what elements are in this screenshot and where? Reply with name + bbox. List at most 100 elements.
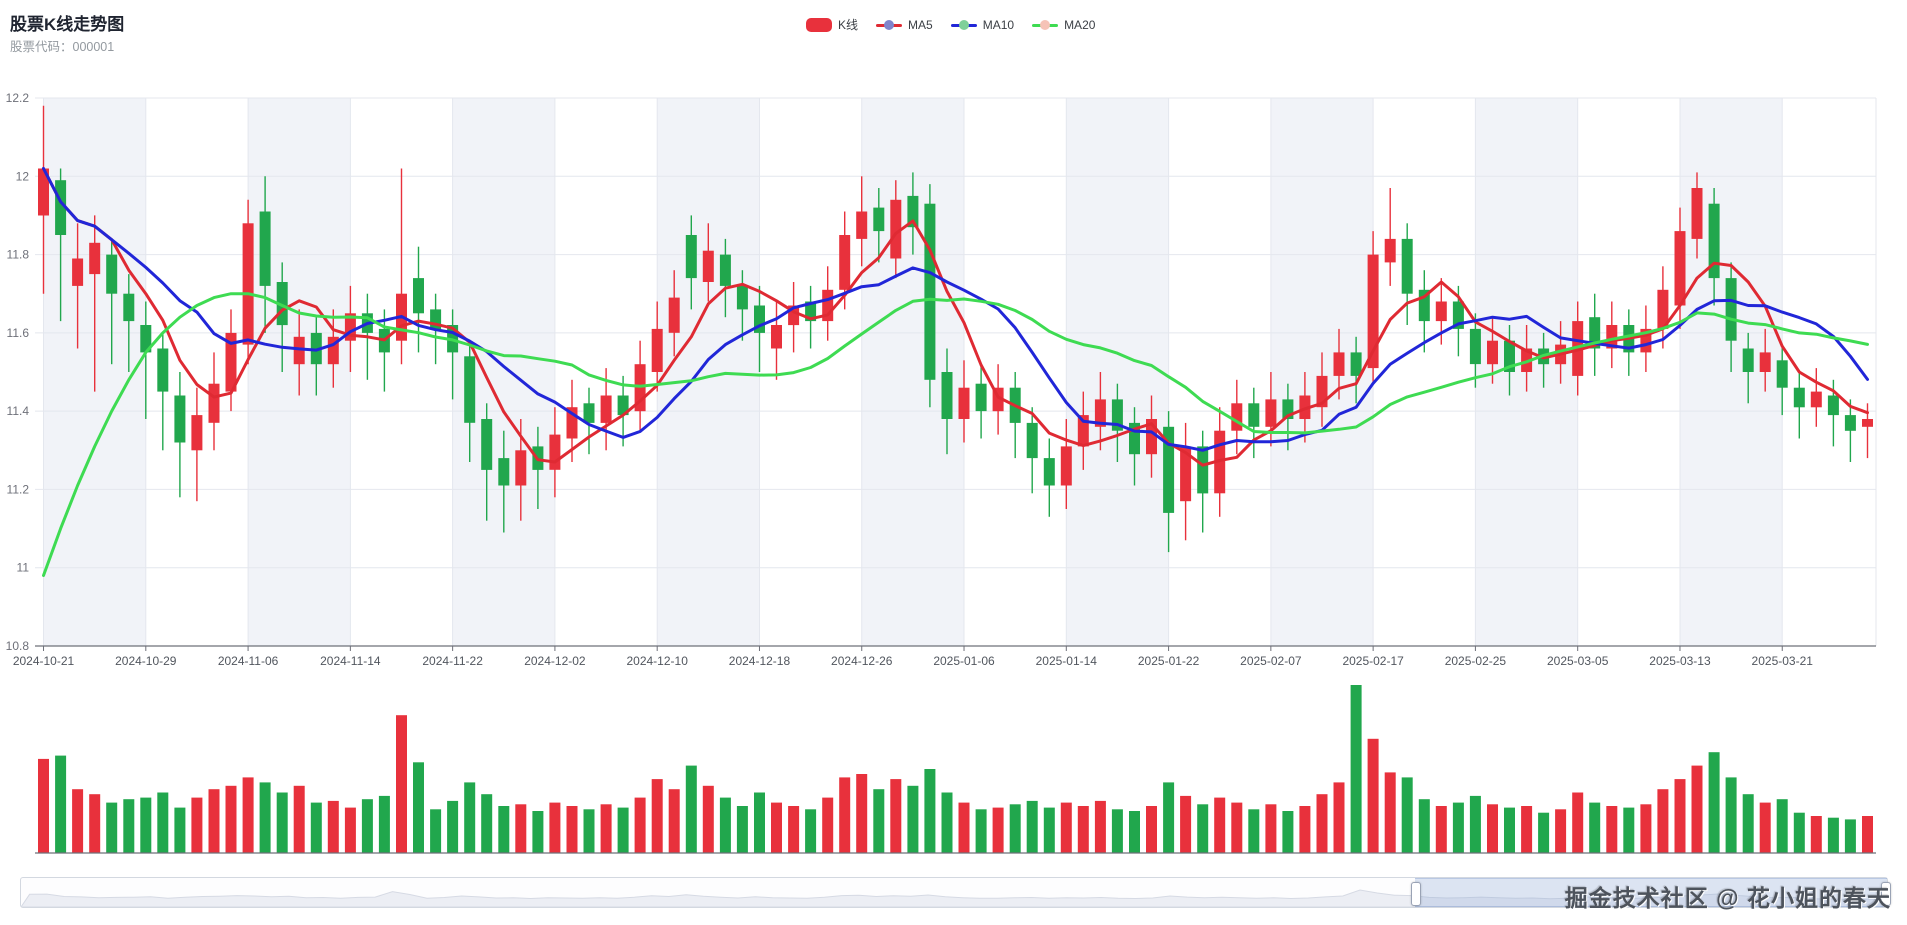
volume-bar bbox=[788, 806, 800, 853]
volume-bar bbox=[481, 794, 493, 853]
volume-bar bbox=[1146, 806, 1157, 853]
candle-body bbox=[702, 250, 714, 282]
candle-body bbox=[1469, 328, 1481, 365]
candle-body bbox=[38, 168, 49, 216]
volume-bar bbox=[992, 807, 1004, 853]
volume-bar bbox=[907, 785, 919, 853]
volume-bar bbox=[1538, 812, 1550, 853]
candle-body bbox=[1111, 399, 1123, 431]
candle-body bbox=[549, 434, 561, 470]
volume-series bbox=[35, 685, 1876, 854]
x-axis-label: 2024-10-21 bbox=[13, 654, 75, 668]
volume-bar bbox=[839, 777, 851, 853]
volume-bar bbox=[498, 806, 510, 853]
legend-item-ma5[interactable]: MA5 bbox=[876, 18, 933, 32]
volume-bar bbox=[600, 804, 612, 853]
x-axis-label: 2024-12-18 bbox=[729, 654, 791, 668]
y-axis-label: 11.6 bbox=[7, 326, 30, 340]
candle-body bbox=[191, 415, 203, 451]
candle-body bbox=[225, 332, 237, 392]
candle-body bbox=[1418, 289, 1430, 322]
x-axis-label: 2024-12-02 bbox=[524, 654, 586, 668]
candle-body bbox=[1862, 419, 1873, 427]
candle-body bbox=[924, 203, 936, 380]
volume-bar bbox=[1759, 802, 1771, 853]
datazoom-selected-range[interactable] bbox=[1410, 878, 1891, 907]
volume-bar bbox=[1827, 817, 1839, 853]
volume-bar bbox=[1248, 809, 1260, 853]
x-axis-label: 2025-03-21 bbox=[1752, 654, 1814, 668]
volume-bar bbox=[1214, 797, 1226, 853]
volume-bar bbox=[822, 797, 834, 853]
legend-item-k线[interactable]: K线 bbox=[806, 16, 858, 33]
datazoom-left-handle-icon[interactable] bbox=[1410, 881, 1421, 906]
y-axis-label: 11.4 bbox=[7, 404, 30, 418]
candle-body bbox=[1776, 360, 1788, 388]
candle-body bbox=[1043, 458, 1055, 486]
x-axis-label: 2024-12-10 bbox=[626, 654, 688, 668]
volume-bar bbox=[1350, 685, 1362, 853]
candle-body bbox=[1265, 399, 1277, 427]
candle-body bbox=[1282, 399, 1294, 419]
candle-body bbox=[1572, 321, 1584, 376]
y-axis-label: 11.2 bbox=[7, 482, 30, 496]
candle-body bbox=[822, 289, 834, 322]
volume-bar bbox=[1367, 738, 1379, 853]
candle-body bbox=[1452, 301, 1464, 329]
candle-body bbox=[515, 450, 527, 486]
x-axis-label: 2024-11-06 bbox=[218, 654, 279, 668]
volume-bar bbox=[532, 811, 544, 853]
candle-body bbox=[583, 403, 595, 423]
candle-body bbox=[992, 387, 1004, 412]
datazoom-right-handle-icon[interactable] bbox=[1881, 881, 1891, 906]
candle-body bbox=[566, 407, 578, 439]
volume-bar bbox=[1776, 799, 1788, 853]
candle-body bbox=[123, 293, 135, 322]
y-axis-label: 11 bbox=[17, 561, 30, 575]
candle-body bbox=[430, 309, 442, 329]
candle-body bbox=[873, 207, 885, 232]
candle-body bbox=[1060, 446, 1072, 486]
volume-bar bbox=[856, 774, 868, 853]
page-title: 股票K线走势图 bbox=[10, 15, 125, 34]
candle-body bbox=[242, 223, 254, 345]
candle-body bbox=[344, 313, 356, 341]
candle-body bbox=[1759, 352, 1771, 372]
candle-body bbox=[617, 395, 629, 416]
volume-bar bbox=[1197, 804, 1209, 853]
legend-item-ma20[interactable]: MA20 bbox=[1032, 18, 1095, 32]
candle-body bbox=[72, 258, 84, 286]
volume-bar bbox=[174, 807, 186, 853]
candle-body bbox=[1691, 188, 1703, 239]
datazoom-slider[interactable] bbox=[20, 877, 1891, 908]
y-axis-label: 12 bbox=[16, 169, 30, 183]
candle-body bbox=[174, 395, 186, 443]
x-axis-label: 2025-01-22 bbox=[1138, 654, 1200, 668]
volume-bar bbox=[668, 789, 680, 853]
volume-bar bbox=[1640, 804, 1652, 853]
legend-label: MA20 bbox=[1064, 17, 1096, 32]
candle-body bbox=[958, 387, 970, 419]
volume-bar bbox=[1606, 806, 1618, 853]
volume-bar bbox=[242, 777, 254, 853]
x-axis-label: 2025-03-05 bbox=[1547, 654, 1609, 668]
volume-bar bbox=[617, 807, 629, 853]
volume-bar bbox=[805, 809, 817, 853]
x-axis-label: 2024-11-14 bbox=[320, 654, 381, 668]
candle-body bbox=[327, 336, 339, 365]
x-axis-label: 2025-01-14 bbox=[1036, 654, 1098, 668]
volume-bar bbox=[361, 799, 373, 853]
y-axis-label: 12.2 bbox=[6, 91, 30, 105]
candle-body bbox=[839, 235, 851, 290]
volume-bar bbox=[38, 758, 49, 853]
candle-body bbox=[1401, 238, 1413, 294]
legend-item-ma10[interactable]: MA10 bbox=[950, 18, 1014, 32]
volume-bar bbox=[1265, 804, 1277, 853]
volume-bar bbox=[1589, 802, 1601, 853]
volume-bar bbox=[1282, 811, 1294, 853]
x-axis-label: 2025-02-17 bbox=[1342, 654, 1404, 668]
candle-body bbox=[140, 325, 152, 353]
candle-body bbox=[1589, 317, 1601, 349]
volume-bar bbox=[1793, 812, 1805, 853]
